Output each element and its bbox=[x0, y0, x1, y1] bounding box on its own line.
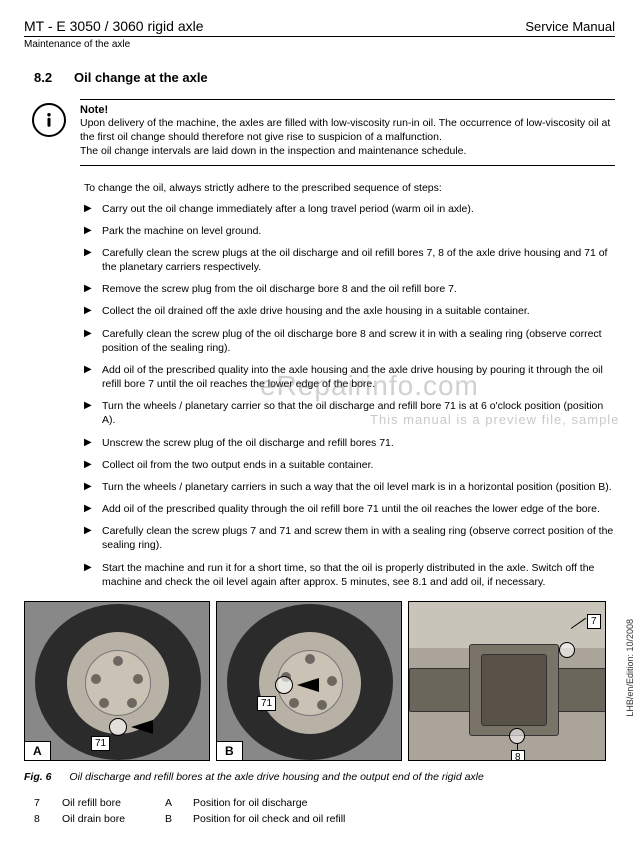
bullet-marker-icon: ▶ bbox=[84, 561, 94, 589]
step-item: ▶ Turn the wheels / planetary carriers in… bbox=[84, 480, 615, 494]
step-item: ▶ Unscrew the screw plug of the oil disch… bbox=[84, 436, 615, 450]
step-item: ▶ Carefully clean the screw plugs at the … bbox=[84, 246, 615, 274]
step-text: Park the machine on level ground. bbox=[102, 224, 615, 238]
legend-item-a: A Position for oil discharge bbox=[165, 797, 345, 809]
step-item: ▶ Carefully clean the screw plug of the o… bbox=[84, 327, 615, 355]
note-text-2: The oil change intervals are laid down i… bbox=[80, 144, 615, 158]
callout-8: 8 bbox=[511, 750, 525, 761]
info-icon bbox=[32, 103, 66, 137]
step-item: ▶ Start the machine and run it for a shor… bbox=[84, 561, 615, 589]
callout-71-b: 71 bbox=[257, 696, 276, 711]
bullet-marker-icon: ▶ bbox=[84, 436, 94, 450]
step-text: Add oil of the prescribed quality throug… bbox=[102, 502, 615, 516]
bullet-marker-icon: ▶ bbox=[84, 480, 94, 494]
step-item: ▶ Add oil of the prescribed quality throu… bbox=[84, 502, 615, 516]
bullet-marker-icon: ▶ bbox=[84, 524, 94, 552]
callout-71-a: 71 bbox=[91, 736, 110, 751]
edition-credit: LHB/en/Edition: 10/2008 bbox=[625, 619, 635, 717]
legend-item-b: B Position for oil check and oil refill bbox=[165, 813, 345, 825]
doc-title: MT - E 3050 / 3060 rigid axle bbox=[24, 18, 204, 34]
step-text: Turn the wheels / planetary carriers in … bbox=[102, 480, 615, 494]
step-text: Add oil of the prescribed quality into t… bbox=[102, 363, 615, 391]
step-text: Turn the wheels / planetary carrier so t… bbox=[102, 399, 615, 427]
callout-7: 7 bbox=[587, 614, 601, 629]
figure-b-label: B bbox=[217, 741, 243, 760]
note-label: Note! bbox=[80, 104, 615, 116]
page-header: MT - E 3050 / 3060 rigid axle Service Ma… bbox=[24, 18, 615, 37]
figure-c: 7 8 bbox=[408, 601, 606, 761]
step-item: ▶ Remove the screw plug from the oil disc… bbox=[84, 282, 615, 296]
bullet-marker-icon: ▶ bbox=[84, 327, 94, 355]
step-text: Carefully clean the screw plugs 7 and 71… bbox=[102, 524, 615, 552]
bullet-marker-icon: ▶ bbox=[84, 363, 94, 391]
chapter-sub: Maintenance of the axle bbox=[24, 39, 615, 50]
figure-row: 71 A 71 B 7 8 bbox=[24, 601, 615, 761]
note-text-1: Upon delivery of the machine, the axles … bbox=[80, 116, 615, 144]
bullet-marker-icon: ▶ bbox=[84, 282, 94, 296]
figure-a-label: A bbox=[25, 741, 51, 760]
step-item: ▶ Carry out the oil change immediately af… bbox=[84, 202, 615, 216]
legend: 7 Oil refill bore 8 Oil drain bore A Pos… bbox=[34, 797, 615, 825]
bullet-marker-icon: ▶ bbox=[84, 502, 94, 516]
bullet-marker-icon: ▶ bbox=[84, 304, 94, 318]
step-text: Start the machine and run it for a short… bbox=[102, 561, 615, 589]
section-title: Oil change at the axle bbox=[74, 70, 208, 85]
step-item: ▶ Collect the oil drained off the axle dr… bbox=[84, 304, 615, 318]
bullet-marker-icon: ▶ bbox=[84, 246, 94, 274]
step-text: Collect the oil drained off the axle dri… bbox=[102, 304, 615, 318]
doc-type: Service Manual bbox=[525, 19, 615, 34]
figure-caption-text: Oil discharge and refill bores at the ax… bbox=[69, 771, 483, 783]
bullet-marker-icon: ▶ bbox=[84, 202, 94, 216]
step-text: Collect oil from the two output ends in … bbox=[102, 458, 615, 472]
step-text: Remove the screw plug from the oil disch… bbox=[102, 282, 615, 296]
step-item: ▶ Carefully clean the screw plugs 7 and 7… bbox=[84, 524, 615, 552]
step-item: ▶ Collect oil from the two output ends in… bbox=[84, 458, 615, 472]
steps-list: ▶ Carry out the oil change immediately af… bbox=[84, 202, 615, 589]
note-box: Note! Upon delivery of the machine, the … bbox=[32, 99, 615, 166]
figure-number: Fig. 6 bbox=[24, 771, 51, 783]
figure-a: 71 A bbox=[24, 601, 210, 761]
bullet-marker-icon: ▶ bbox=[84, 458, 94, 472]
step-item: ▶ Park the machine on level ground. bbox=[84, 224, 615, 238]
legend-item-7: 7 Oil refill bore bbox=[34, 797, 125, 809]
section-heading: 8.2 Oil change at the axle bbox=[24, 70, 615, 85]
section-number: 8.2 bbox=[24, 70, 74, 85]
figure-caption: Fig. 6 Oil discharge and refill bores at … bbox=[24, 771, 615, 783]
step-item: ▶ Turn the wheels / planetary carrier so … bbox=[84, 399, 615, 427]
step-text: Carry out the oil change immediately aft… bbox=[102, 202, 615, 216]
bullet-marker-icon: ▶ bbox=[84, 224, 94, 238]
bullet-marker-icon: ▶ bbox=[84, 399, 94, 427]
figure-b: 71 B bbox=[216, 601, 402, 761]
steps-intro: To change the oil, always strictly adher… bbox=[84, 182, 615, 194]
step-text: Unscrew the screw plug of the oil discha… bbox=[102, 436, 615, 450]
legend-item-8: 8 Oil drain bore bbox=[34, 813, 125, 825]
step-item: ▶ Add oil of the prescribed quality into … bbox=[84, 363, 615, 391]
step-text: Carefully clean the screw plug of the oi… bbox=[102, 327, 615, 355]
step-text: Carefully clean the screw plugs at the o… bbox=[102, 246, 615, 274]
